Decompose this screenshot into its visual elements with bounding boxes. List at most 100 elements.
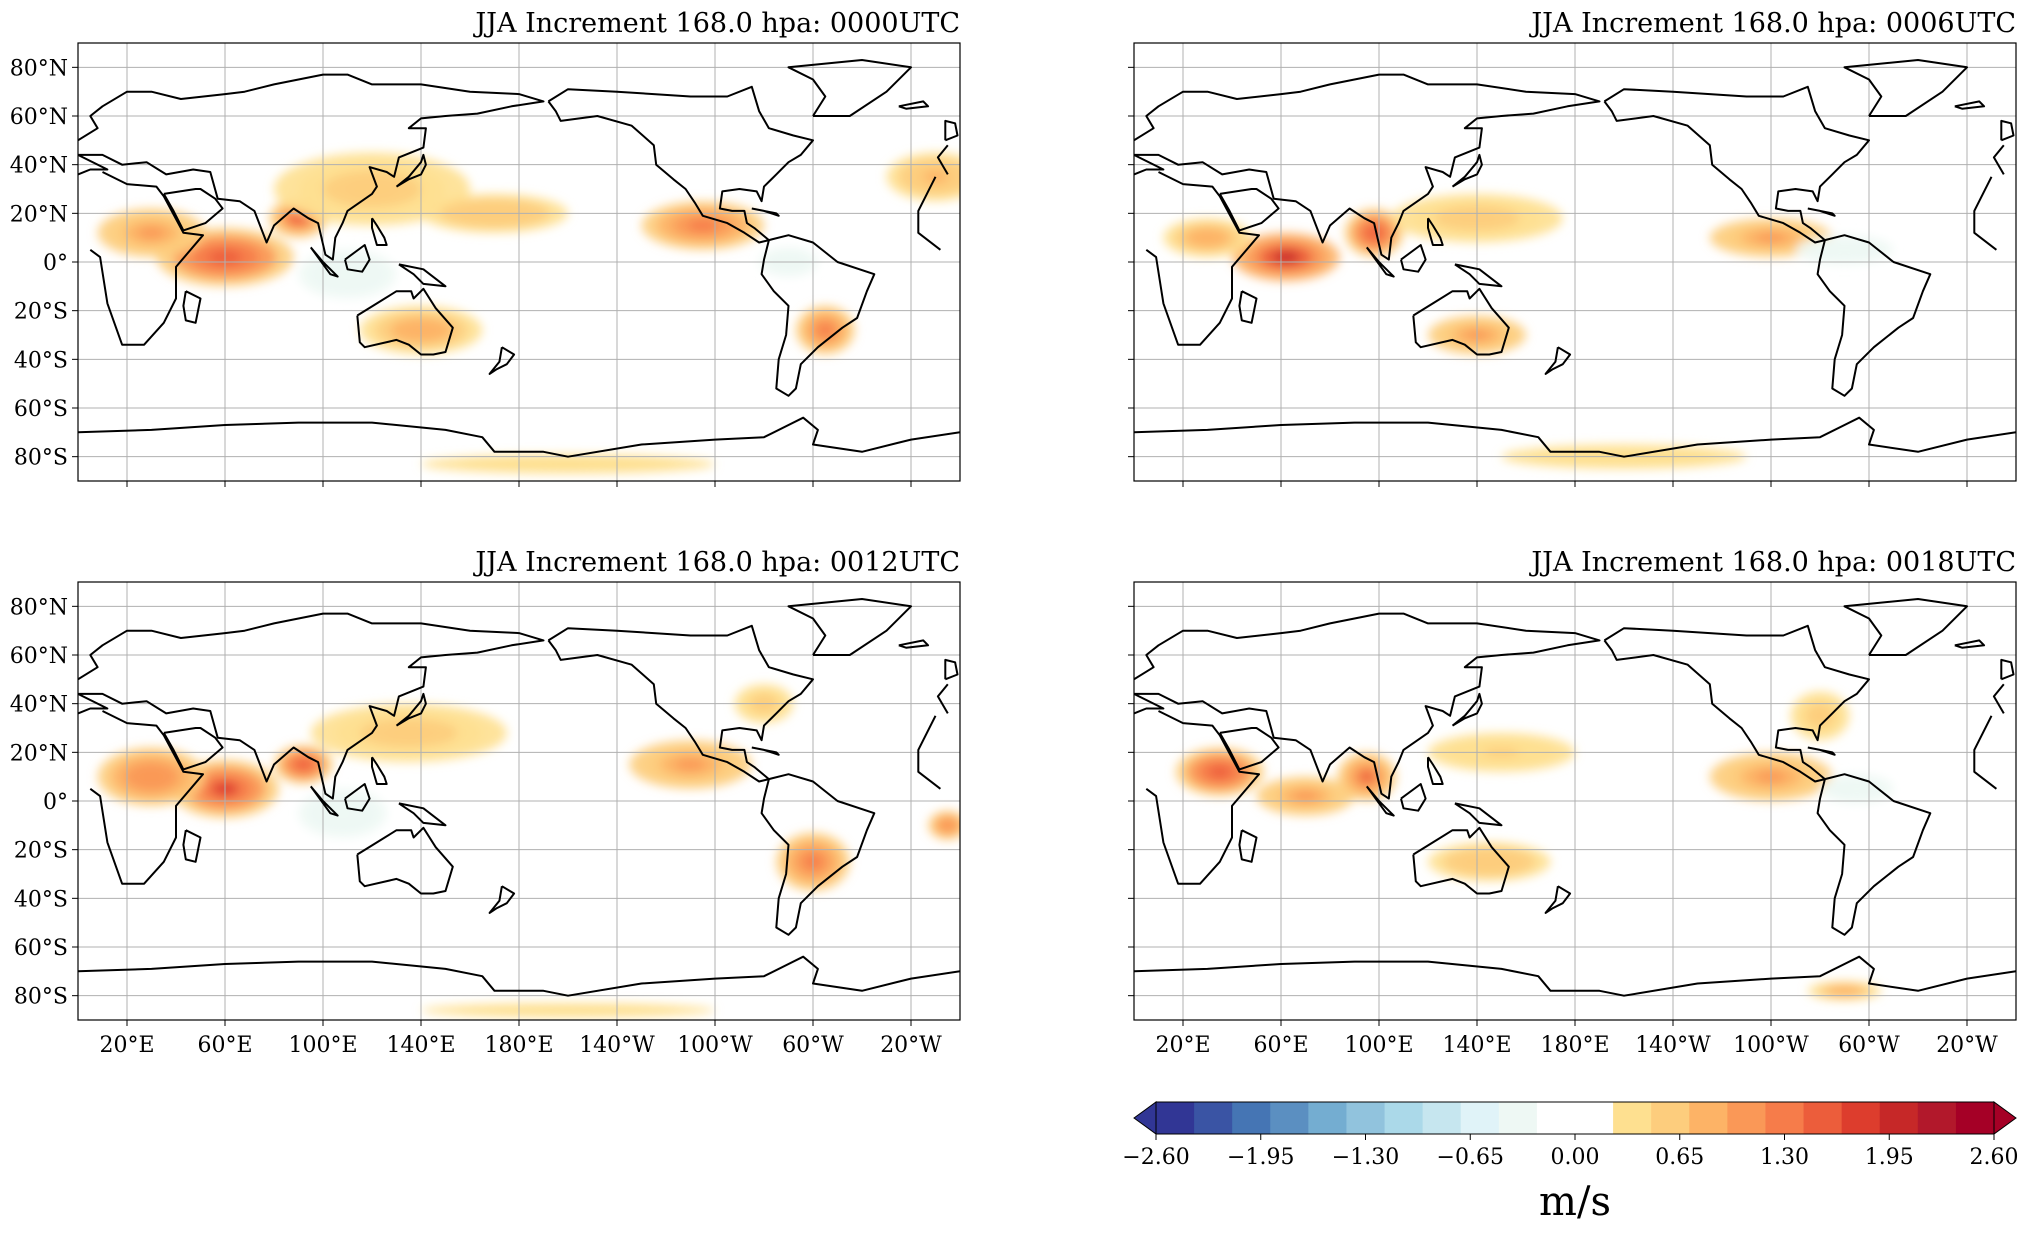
map-panel-0018utc: JJA Increment 168.0 hpa: 0018UTC 20°E 60°… bbox=[1128, 547, 2017, 1058]
colorbar-swatch bbox=[1765, 1102, 1805, 1134]
coastline bbox=[344, 244, 371, 273]
coastlines bbox=[78, 598, 960, 997]
colorbar-swatch bbox=[1536, 1102, 1576, 1134]
map-panel-0006utc: JJA Increment 168.0 hpa: 0006UTC bbox=[1128, 8, 2017, 487]
lon-tick-label: 180°E bbox=[1540, 1033, 1609, 1058]
colorbar-swatch bbox=[1613, 1102, 1652, 1134]
coastline bbox=[395, 692, 427, 727]
colorbar-swatch bbox=[1879, 1102, 1919, 1134]
colorbar-tick-label: −1.30 bbox=[1332, 1145, 1399, 1170]
panel-title: JJA Increment 168.0 hpa: 0006UTC bbox=[1528, 8, 2016, 39]
coastline bbox=[760, 773, 876, 936]
lon-tick-label: 140°W bbox=[1635, 1033, 1711, 1058]
colorbar-swatch bbox=[1498, 1102, 1538, 1134]
colorbar-extend-min bbox=[1133, 1101, 1157, 1135]
plot-area: 20°E 60°E 100°E 140°E 180°E 140°W 100°W 60°W 20°… bbox=[1128, 581, 2017, 1058]
colorbar-tick-label: −1.95 bbox=[1227, 1145, 1294, 1170]
coastline bbox=[398, 263, 447, 288]
coastline bbox=[944, 119, 959, 142]
colorbar-swatch bbox=[1955, 1102, 1995, 1134]
coastline bbox=[1816, 234, 1932, 397]
coastline bbox=[1412, 826, 1510, 895]
coastline bbox=[356, 287, 454, 356]
increment-contour bbox=[531, 461, 605, 467]
coastline bbox=[1451, 692, 1483, 727]
coastline bbox=[398, 802, 447, 827]
colorbar-swatch bbox=[1651, 1102, 1690, 1134]
coastline bbox=[1400, 244, 1427, 273]
increment-contour bbox=[138, 769, 165, 784]
lat-tick-label: 40°N bbox=[10, 154, 68, 179]
increment-contour bbox=[1474, 856, 1505, 867]
coastline bbox=[371, 756, 388, 785]
coastline bbox=[1544, 885, 1572, 914]
plot-content bbox=[78, 43, 960, 481]
colorbar-swatch bbox=[1384, 1102, 1424, 1134]
panel-title: JJA Increment 168.0 hpa: 0018UTC bbox=[1528, 547, 2016, 578]
coastline bbox=[547, 624, 814, 783]
coastline bbox=[547, 85, 814, 244]
coastline bbox=[751, 746, 780, 756]
lat-tick-label: 60°N bbox=[10, 644, 68, 669]
coastlines bbox=[1134, 59, 2016, 458]
coastline bbox=[1238, 829, 1258, 863]
lon-tick-label: 20°W bbox=[880, 1033, 942, 1058]
colorbar-swatch bbox=[1841, 1102, 1881, 1134]
coastline bbox=[309, 785, 339, 817]
colorbar-swatch bbox=[1727, 1102, 1767, 1134]
lat-tick-label: 20°S bbox=[14, 300, 68, 325]
increment-contour bbox=[1272, 251, 1300, 264]
coastline bbox=[1954, 639, 1986, 649]
lat-tick-label: 60°S bbox=[14, 936, 68, 961]
coastline bbox=[1954, 100, 1986, 110]
coastline bbox=[1603, 85, 1870, 244]
coastline bbox=[356, 826, 454, 895]
lat-tick-label: 80°N bbox=[10, 56, 68, 81]
colorbar-swatch bbox=[1232, 1102, 1271, 1134]
lat-tick-label: 80°S bbox=[14, 446, 68, 471]
coastline bbox=[1427, 217, 1444, 246]
lat-tick-label: 0° bbox=[43, 251, 68, 276]
increment-contour bbox=[347, 179, 397, 199]
colorbar-swatch bbox=[1194, 1102, 1233, 1134]
coastline bbox=[488, 346, 516, 375]
lat-tick-label: 20°N bbox=[10, 202, 68, 227]
coastline bbox=[787, 598, 912, 656]
coastline bbox=[1843, 598, 1968, 656]
lat-tick-label: 20°N bbox=[10, 741, 68, 766]
coastline bbox=[1451, 153, 1483, 188]
coastline bbox=[1807, 207, 1836, 217]
colorbar-swatch bbox=[1422, 1102, 1462, 1134]
coastline bbox=[78, 416, 960, 458]
increment-contour bbox=[138, 226, 165, 239]
coastline bbox=[1816, 773, 1932, 936]
lon-tick-label: 20°W bbox=[1936, 1033, 1998, 1058]
coastline bbox=[78, 955, 960, 997]
colorbar-unit-label: m/s bbox=[1539, 1179, 1611, 1225]
colorbar-extend-max bbox=[1993, 1101, 2017, 1135]
coastline bbox=[182, 829, 202, 863]
colorbar-ticks: −2.60 −1.95 −1.30 −0.65 0.00 0.65 1.30 1.95 2.60 bbox=[1122, 1134, 2018, 1170]
coastline bbox=[344, 783, 371, 812]
colorbar-swatch bbox=[1270, 1102, 1309, 1134]
increment-contour bbox=[296, 759, 311, 770]
colorbar-swatch bbox=[1460, 1102, 1500, 1134]
coastline bbox=[1843, 59, 1968, 117]
coastline bbox=[1365, 785, 1395, 817]
lon-tick-label: 100°E bbox=[288, 1033, 357, 1058]
lon-tick-label: 140°W bbox=[579, 1033, 655, 1058]
plot-area: 80°N 60°N 40°N 20°N 0° 20°S 40°S 60°S 80°S bbox=[10, 42, 961, 487]
increment-contour bbox=[291, 213, 306, 224]
coastline bbox=[1400, 783, 1427, 812]
colorbar-tick-label: 1.30 bbox=[1760, 1145, 1809, 1170]
increment-contour bbox=[531, 1008, 605, 1013]
map-panel-0012utc: JJA Increment 168.0 hpa: 0012UTC 80°N 60°… bbox=[10, 547, 961, 1058]
lon-tick-label: 140°E bbox=[1442, 1033, 1511, 1058]
colorbar-swatch bbox=[1156, 1102, 1195, 1134]
coastline bbox=[1145, 710, 1998, 885]
coastline bbox=[1238, 290, 1258, 324]
increment-contour bbox=[942, 821, 953, 829]
coastlines bbox=[78, 59, 960, 458]
increment-contour bbox=[687, 219, 719, 232]
